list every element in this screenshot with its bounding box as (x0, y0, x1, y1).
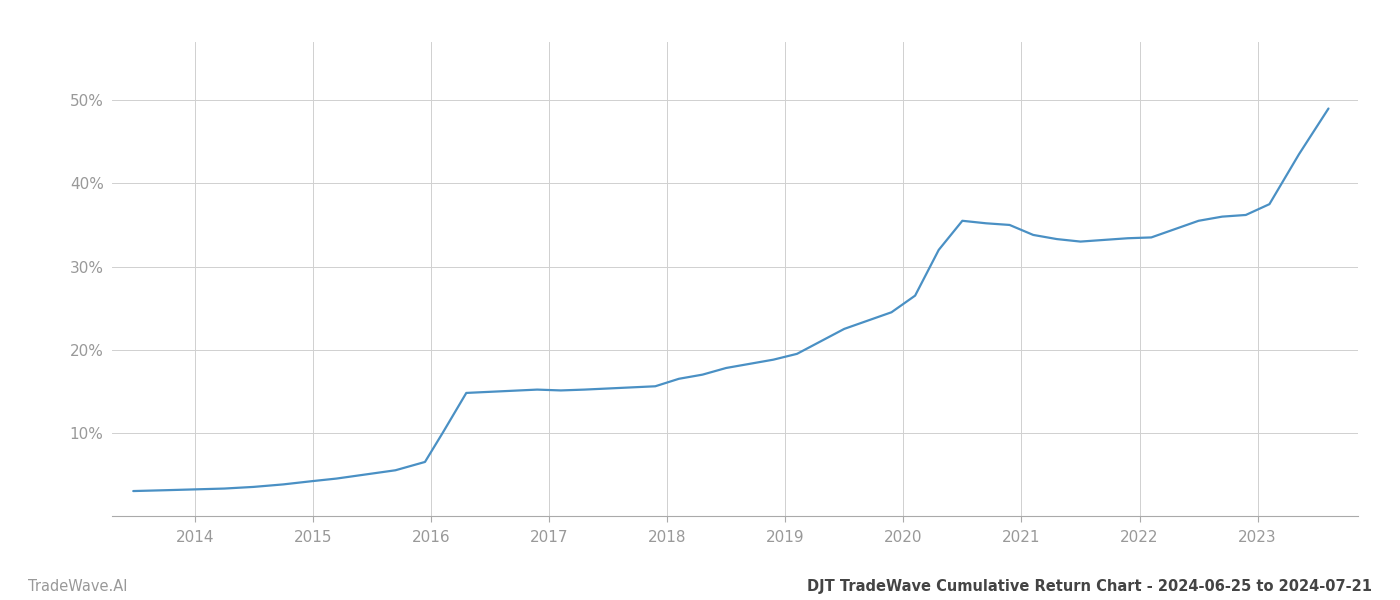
Text: DJT TradeWave Cumulative Return Chart - 2024-06-25 to 2024-07-21: DJT TradeWave Cumulative Return Chart - … (806, 579, 1372, 594)
Text: TradeWave.AI: TradeWave.AI (28, 579, 127, 594)
